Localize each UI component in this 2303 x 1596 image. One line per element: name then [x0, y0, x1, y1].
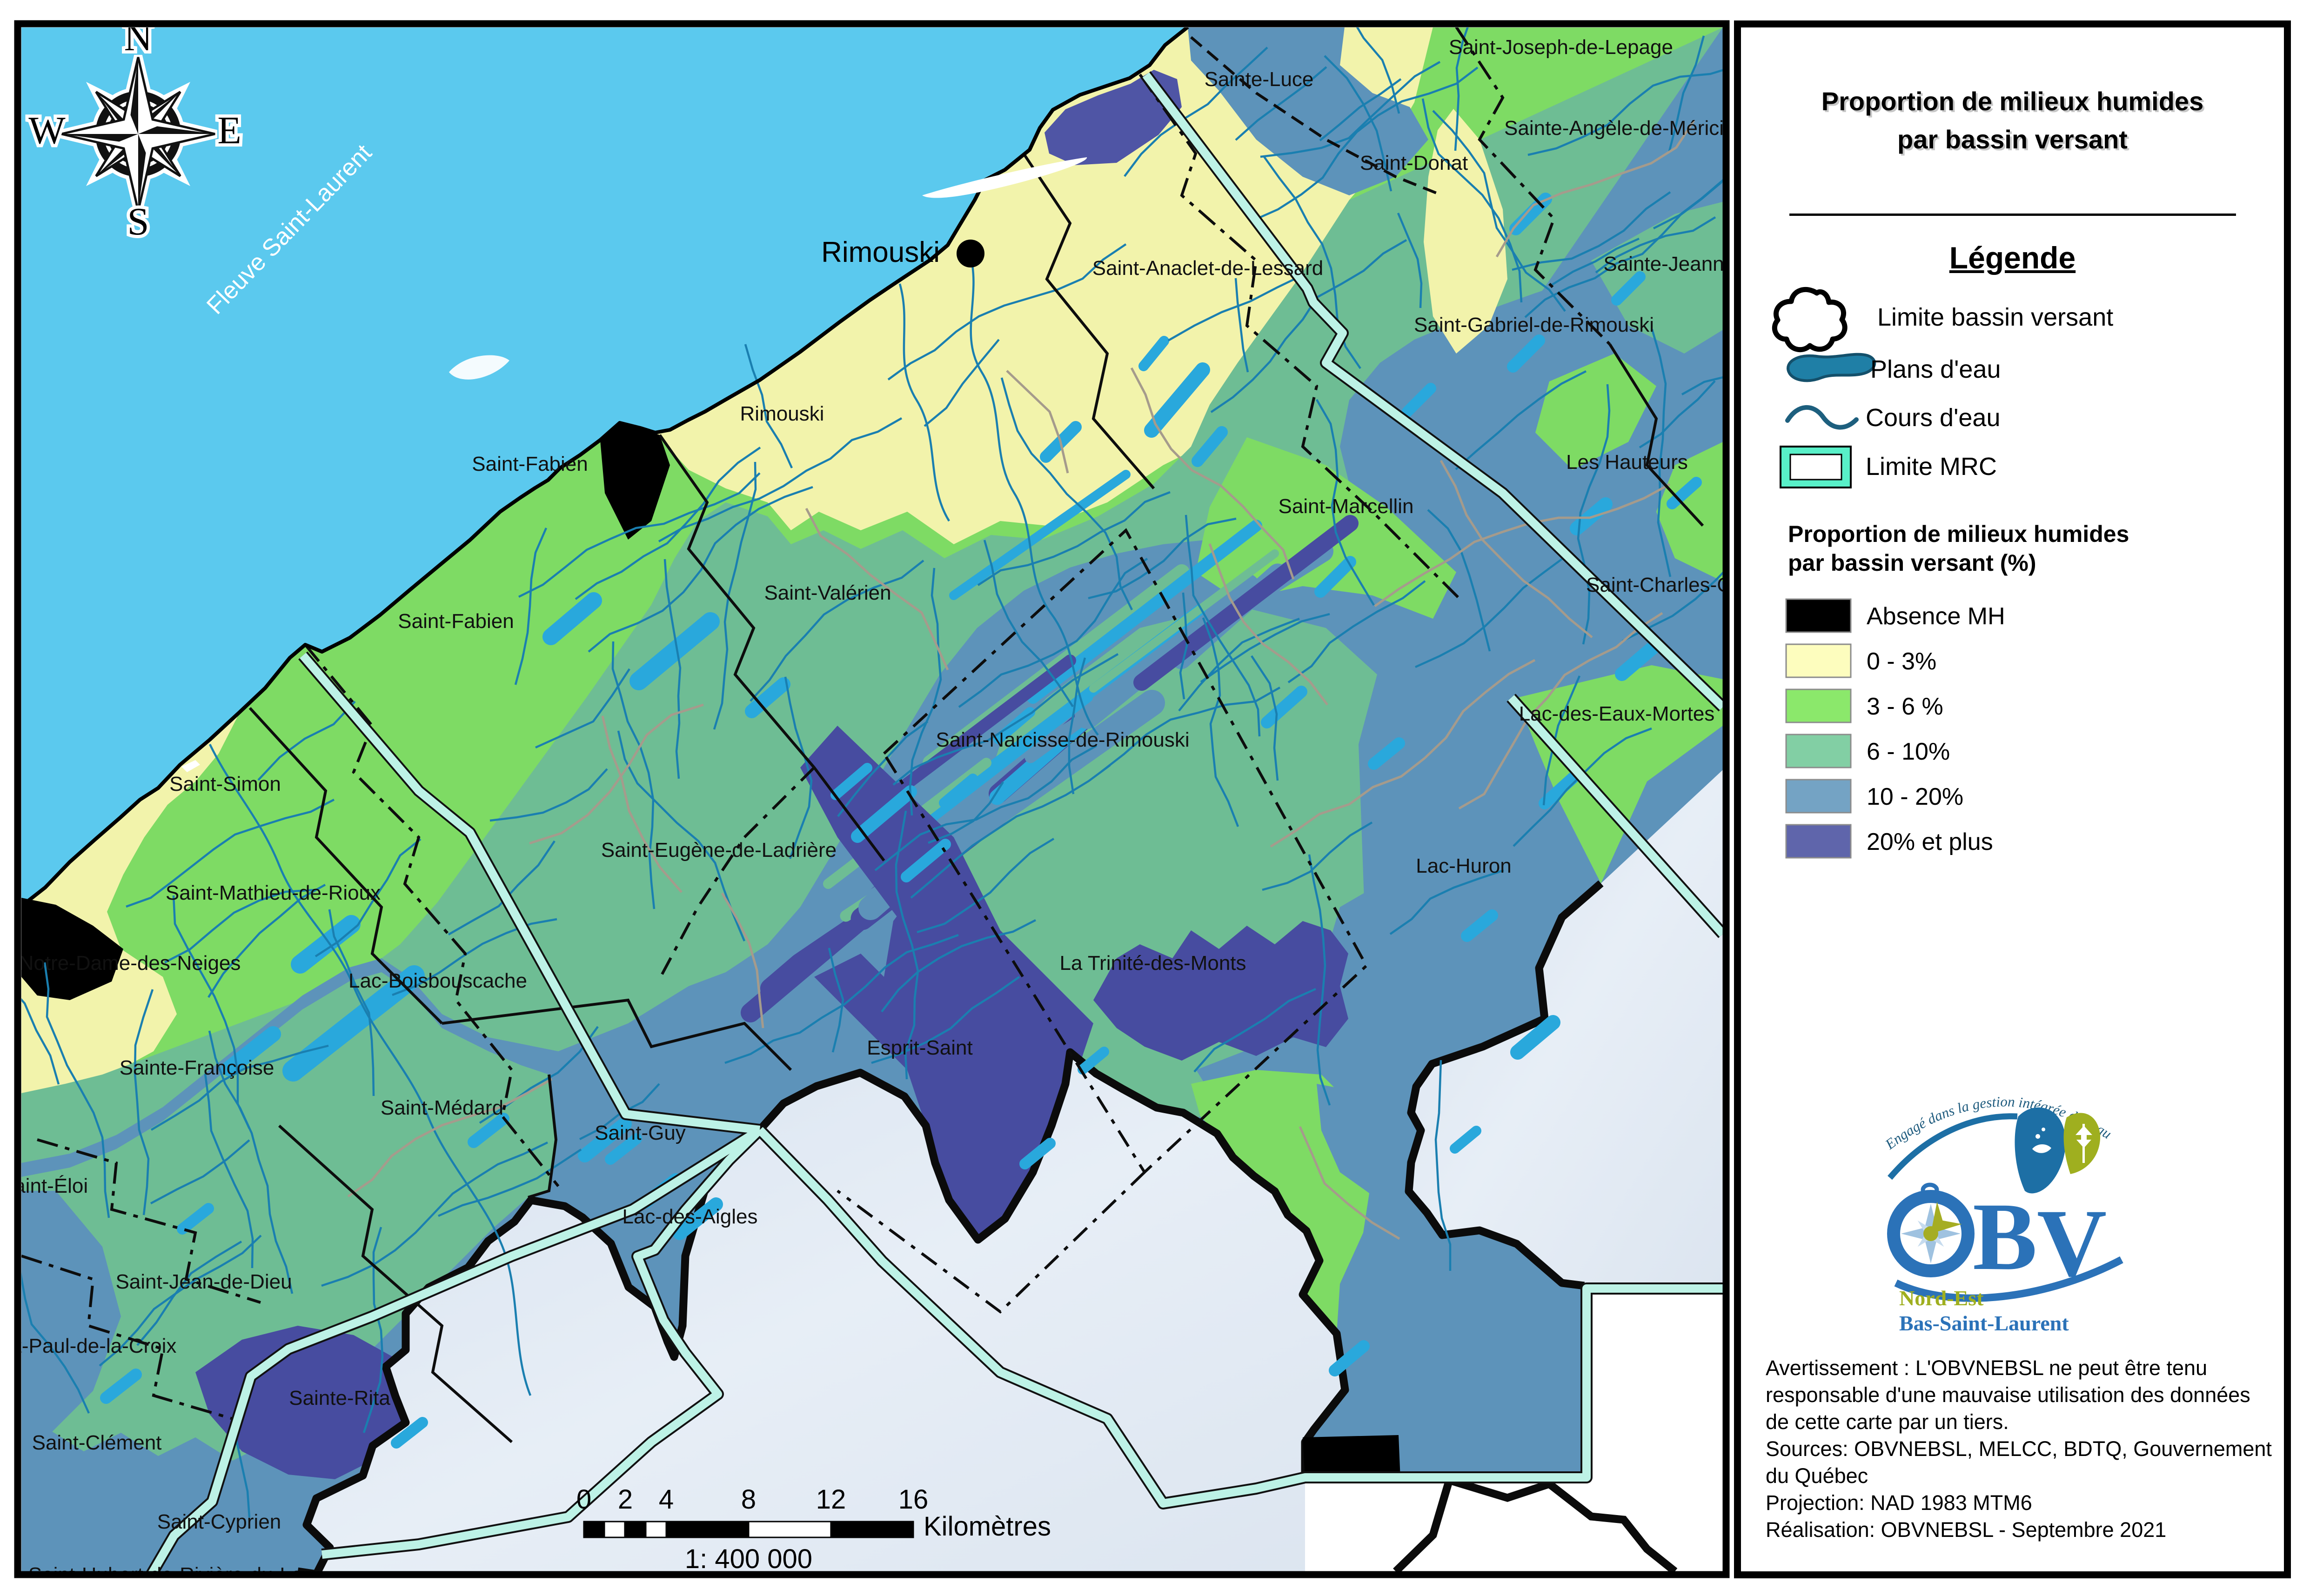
svg-text:Notre-Dame-des-Neiges: Notre-Dame-des-Neiges — [19, 952, 241, 975]
svg-text:Saint-Joseph-de-Lepage: Saint-Joseph-de-Lepage — [1449, 36, 1673, 59]
svg-text:Saint-Gabriel-de-Rimouski: Saint-Gabriel-de-Rimouski — [1414, 314, 1654, 336]
svg-text:Sainte-Luce: Sainte-Luce — [1205, 68, 1314, 91]
svg-text:Lac-des-Aigles: Lac-des-Aigles — [622, 1205, 757, 1228]
svg-text:W: W — [28, 109, 66, 152]
svg-text:Lac-Huron: Lac-Huron — [1416, 855, 1511, 877]
svg-text:par bassin versant (%): par bassin versant (%) — [1788, 550, 2036, 576]
svg-text:Sainte-Jeanne-d'Arc: Sainte-Jeanne-d'Arc — [1603, 253, 1788, 275]
svg-text:Saint-Charles-Garnier: Saint-Charles-Garnier — [1586, 574, 1785, 596]
svg-text:Saint-Valérien: Saint-Valérien — [764, 581, 891, 604]
svg-text:S: S — [127, 200, 149, 243]
svg-text:Réalisation: OBVNEBSL - Septem: Réalisation: OBVNEBSL - Septembre 2021 — [1766, 1518, 2166, 1542]
svg-text:0: 0 — [576, 1484, 591, 1515]
svg-text:E: E — [217, 109, 241, 152]
svg-text:Saint-Anaclet-de-Lessard: Saint-Anaclet-de-Lessard — [1092, 257, 1323, 280]
svg-text:Saint-Cyprien: Saint-Cyprien — [157, 1510, 281, 1533]
svg-text:du Québec: du Québec — [1766, 1464, 1868, 1488]
svg-text:Saint-Simon: Saint-Simon — [169, 773, 281, 795]
svg-text:Sainte-Françoise: Sainte-Françoise — [120, 1056, 274, 1079]
svg-text:Proportion de milieux humides: Proportion de milieux humides — [1788, 521, 2129, 547]
svg-text:responsable d'une mauvaise uti: responsable d'une mauvaise utilisation d… — [1766, 1383, 2250, 1407]
svg-text:Saint-Fabien: Saint-Fabien — [472, 453, 588, 475]
svg-text:Saint-Jean-de-Dieu: Saint-Jean-de-Dieu — [115, 1270, 292, 1293]
svg-text:Les Hauteurs: Les Hauteurs — [1566, 451, 1688, 474]
svg-text:20% et plus: 20% et plus — [1867, 828, 1993, 855]
svg-text:Kilomètres: Kilomètres — [924, 1511, 1051, 1542]
svg-text:Bas-Saint-Laurent: Bas-Saint-Laurent — [1899, 1311, 2069, 1335]
svg-text:Rimouski: Rimouski — [821, 236, 940, 268]
svg-text:Rimouski: Rimouski — [740, 402, 824, 425]
svg-text:10 - 20%: 10 - 20% — [1867, 783, 1963, 810]
svg-text:Saint-Fabien: Saint-Fabien — [398, 610, 514, 633]
svg-text:Avertissement : L'OBVNEBSL ne: Avertissement : L'OBVNEBSL ne peut être … — [1766, 1356, 2207, 1380]
svg-text:Saint-Marcellin: Saint-Marcellin — [1279, 495, 1414, 518]
svg-text:16: 16 — [898, 1484, 929, 1515]
svg-text:8: 8 — [741, 1484, 756, 1515]
svg-text:Sainte-Rita: Sainte-Rita — [289, 1387, 390, 1409]
svg-text:Esprit-Saint: Esprit-Saint — [867, 1036, 972, 1059]
svg-text:4: 4 — [659, 1484, 674, 1515]
svg-text:Sainte-Angèle-de-Mérici: Sainte-Angèle-de-Mérici — [1504, 117, 1724, 140]
svg-text:Lac-Boisbouscache: Lac-Boisbouscache — [348, 969, 527, 992]
svg-text:Nord-Est: Nord-Est — [1899, 1286, 1984, 1310]
svg-text:2: 2 — [618, 1484, 633, 1515]
svg-text:Saint-Guy: Saint-Guy — [595, 1122, 686, 1144]
svg-text:1: 400 000: 1: 400 000 — [685, 1544, 812, 1574]
svg-text:Absence MH: Absence MH — [1867, 603, 2005, 630]
svg-text:Limite MRC: Limite MRC — [1866, 453, 1997, 481]
svg-text:0 - 3%: 0 - 3% — [1867, 648, 1936, 675]
svg-text:12: 12 — [816, 1484, 846, 1515]
svg-text:Projection: NAD 1983 MTM6: Projection: NAD 1983 MTM6 — [1766, 1491, 2032, 1515]
svg-text:Saint-Médard: Saint-Médard — [381, 1096, 503, 1119]
svg-text:3 - 6 %: 3 - 6 % — [1867, 693, 1943, 720]
svg-text:Plans d'eau: Plans d'eau — [1870, 355, 2001, 383]
svg-text:La Trinité-des-Monts: La Trinité-des-Monts — [1059, 952, 1246, 975]
svg-text:Saint-Mathieu-de-Rioux: Saint-Mathieu-de-Rioux — [166, 881, 381, 904]
svg-text:Saint-Paul-de-la-Croix: Saint-Paul-de-la-Croix — [0, 1335, 176, 1357]
svg-text:Cours d'eau: Cours d'eau — [1866, 404, 2001, 432]
svg-text:Saint-Narcisse-de-Rimouski: Saint-Narcisse-de-Rimouski — [936, 728, 1189, 751]
svg-text:N: N — [124, 16, 153, 59]
svg-text:6 - 10%: 6 - 10% — [1867, 738, 1950, 765]
svg-text:Sources: OBVNEBSL, MELCC, BDTQ: Sources: OBVNEBSL, MELCC, BDTQ, Gouverne… — [1766, 1437, 2272, 1461]
svg-text:Saint-Donat: Saint-Donat — [1360, 152, 1468, 174]
svg-text:de cette carte par un tiers.: de cette carte par un tiers. — [1766, 1410, 2009, 1434]
svg-text:B: B — [1973, 1183, 2037, 1290]
svg-text:Saint-Eugène-de-Ladrière: Saint-Eugène-de-Ladrière — [601, 839, 837, 861]
svg-text:Saint-Clément: Saint-Clément — [32, 1431, 162, 1454]
svg-text:Limite bassin versant: Limite bassin versant — [1877, 303, 2113, 331]
svg-text:Lac-des-Eaux-Mortes: Lac-des-Eaux-Mortes — [1519, 702, 1715, 725]
svg-text:Saint-Hubert-de-Rivière-du-Lou: Saint-Hubert-de-Rivière-du-Loup — [28, 1563, 325, 1586]
svg-text:Saint-Éloi: Saint-Éloi — [0, 1175, 88, 1197]
